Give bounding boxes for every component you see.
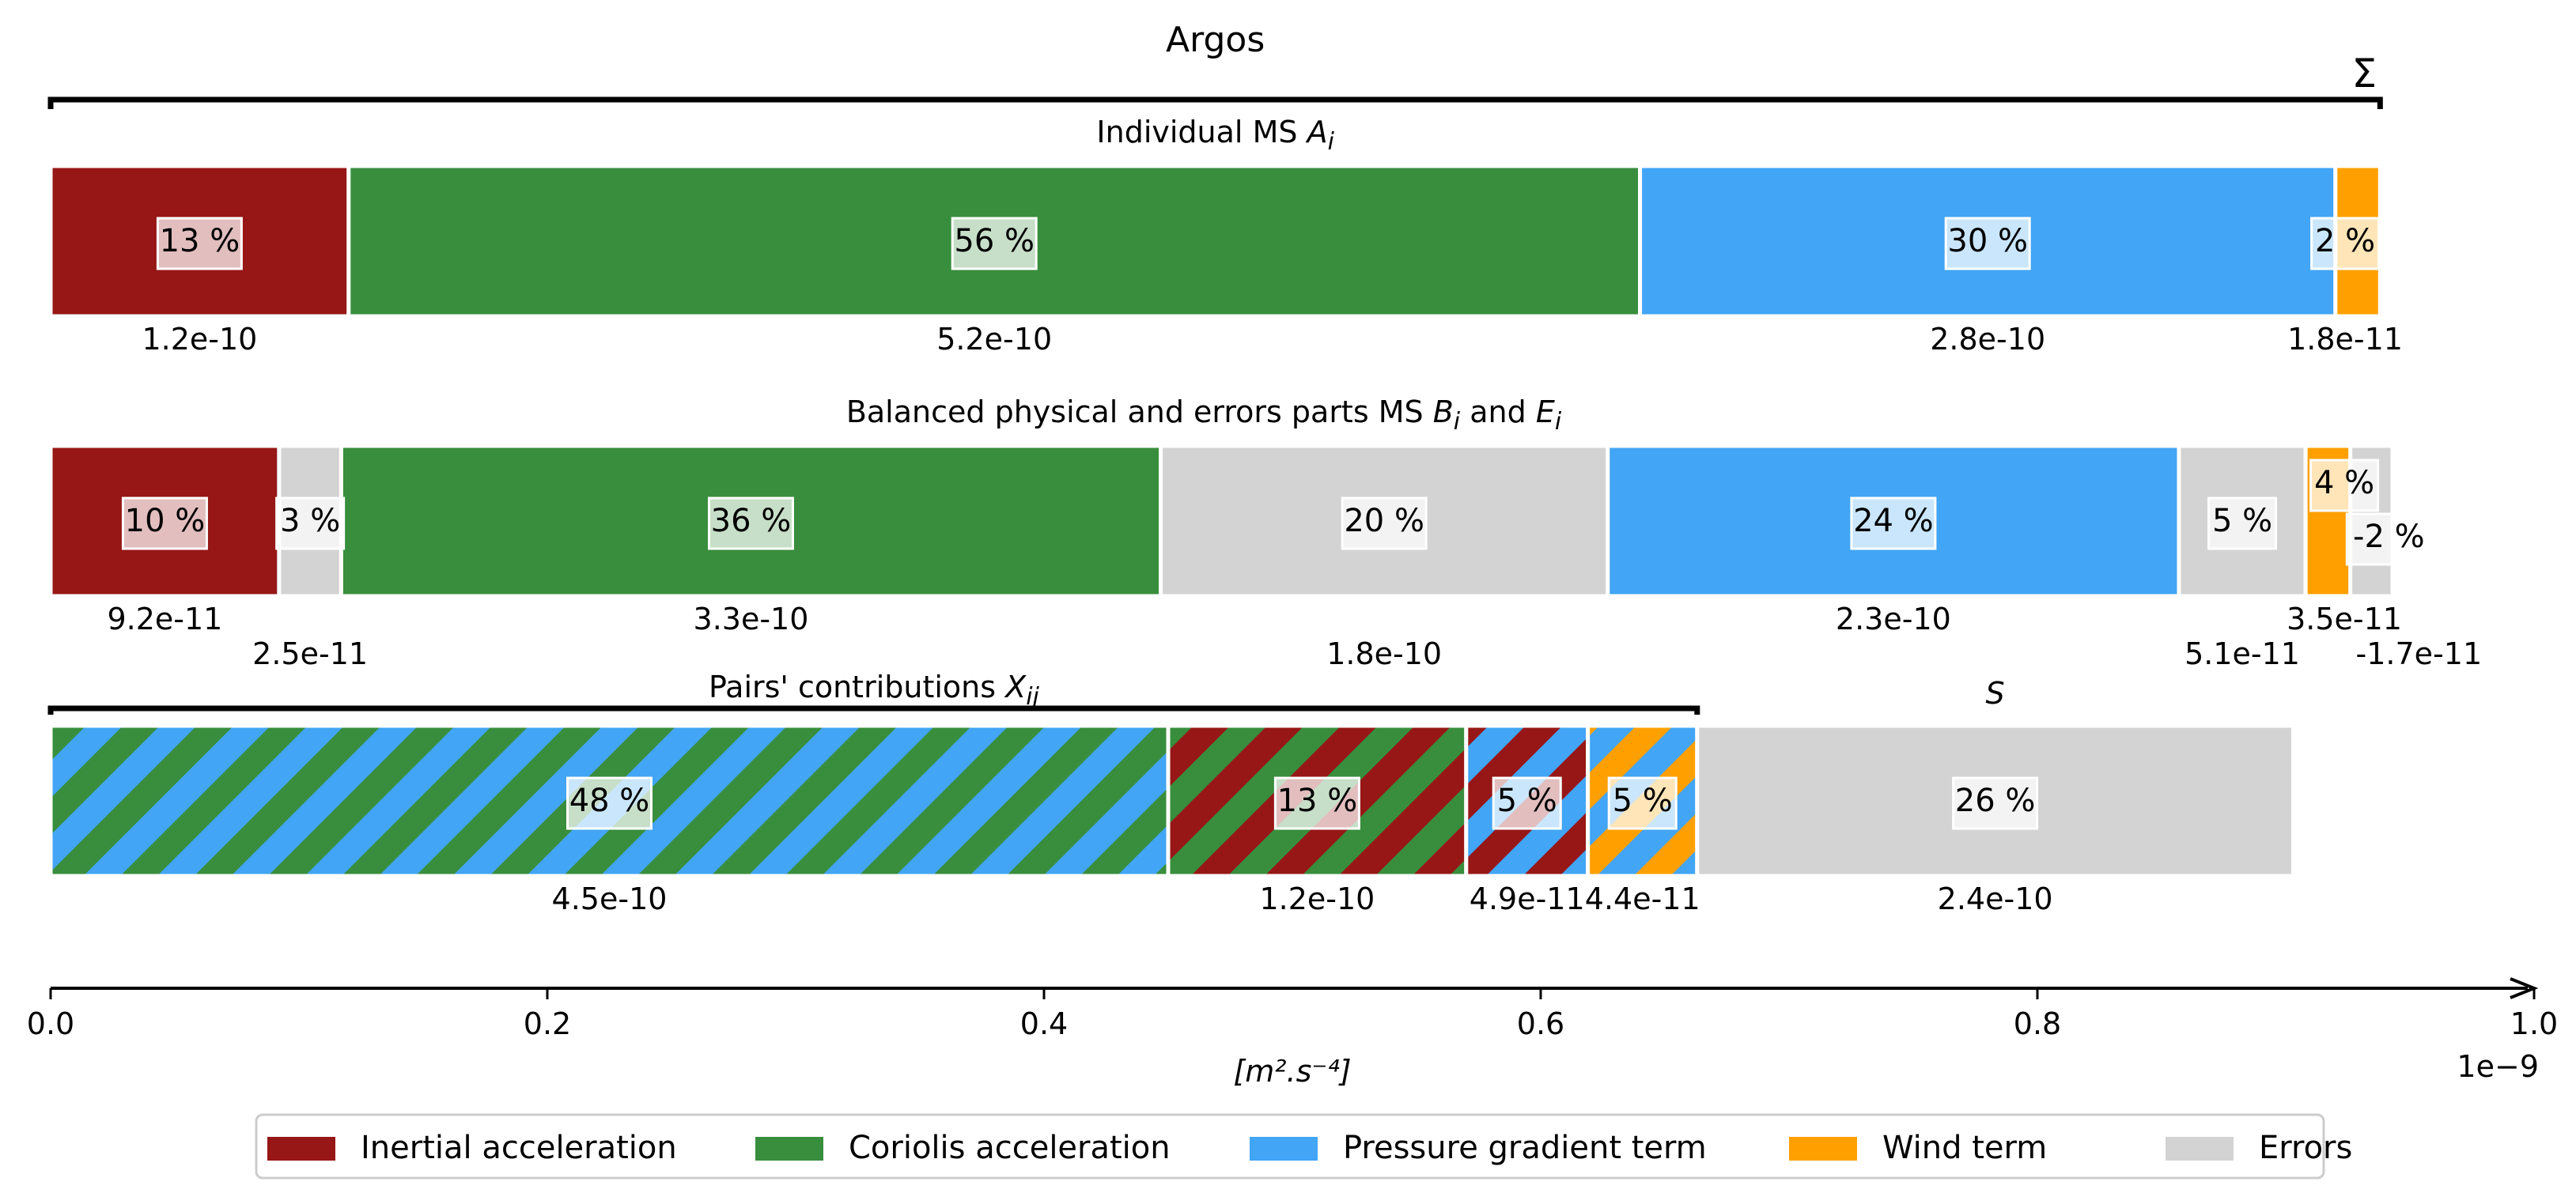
percent-box [1944,217,2031,270]
percent-label: 3 % [280,503,340,539]
x-axis: 0.0 0.2 0.4 0.6 0.8 1.0 1e−9 [m².s⁻⁴] [27,977,2558,1089]
bars-layer [48,164,2395,878]
legend-swatch-pressure [1250,1137,1318,1161]
percent-box [566,776,653,830]
percent-label: 24 % [1853,503,1934,539]
value-label: 1.8e-10 [1326,636,1442,671]
legend-swatch-inertial [267,1137,335,1161]
bracket-pairs [47,705,1700,715]
percent-label: 13 % [1277,783,1358,819]
row-title-1: Balanced physical and errors parts MS Bi… [846,395,1562,436]
percent-label: 4 % [2314,465,2374,501]
percent-box [275,496,346,550]
percent-box [1850,496,1937,550]
x-tick-label: 1.0 [2510,1006,2558,1041]
bar-segment [2177,444,2308,598]
percent-box [1952,776,2039,830]
percent-label: 10 % [125,503,206,539]
row-title-2: Pairs' contributions Xij [709,670,1040,711]
percent-box [121,496,208,550]
x-tick-label: 0.2 [524,1006,571,1041]
sigma-label: Σ [2352,51,2377,96]
percent-box [156,217,243,270]
percent-label: 20 % [1344,503,1424,539]
chart-title: Argos [1166,20,1265,60]
legend-label-pressure: Pressure gradient term [1343,1130,1707,1166]
x-axis-label: [m².s⁻⁴] [1233,1054,1351,1089]
legend-swatch-coriolis [755,1137,823,1161]
x-tick-label: 0.4 [1020,1006,1068,1041]
percent-label: 5 % [1613,783,1673,819]
value-label: 5.1e-11 [2184,636,2300,671]
value-label: 4.4e-11 [1585,882,1700,916]
legend-swatch-wind [1789,1137,1857,1161]
legend-label-wind: Wind term [1882,1130,2047,1166]
percent-box [707,496,794,550]
percent-label: 26 % [1955,783,2036,819]
value-label: 2.4e-10 [1938,882,2053,916]
percent-box [1341,496,1428,550]
brackets-layer [47,96,2383,715]
legend-label-inertial: Inertial acceleration [361,1130,677,1166]
value-label: 4.9e-11 [1470,882,1585,916]
percent-label: 5 % [1497,783,1557,819]
percent-label: 30 % [1947,223,2028,259]
x-tick-label: 0.0 [27,1006,74,1041]
value-label: -1.7e-11 [2356,636,2483,671]
percent-label: 48 % [569,783,650,819]
percent-label: -2 % [2353,519,2425,555]
value-label: 3.3e-10 [694,602,809,636]
value-label: 1.2e-10 [142,322,257,357]
errors-sum-title: S [1986,676,2005,711]
percent-box [2309,459,2380,512]
percent-box [2310,217,2381,270]
percent-label: 5 % [2212,503,2272,539]
legend-label-errors: Errors [2259,1130,2352,1166]
percent-label: 36 % [711,503,792,539]
value-label: 9.2e-11 [107,602,222,636]
value-label: 5.2e-10 [936,322,1052,357]
legend-swatch-errors [2166,1137,2234,1161]
legend-label-coriolis: Coriolis acceleration [849,1130,1171,1166]
value-label: 3.5e-11 [2287,602,2402,636]
x-tick-label: 0.8 [2014,1006,2061,1041]
percent-label: 2 % [2315,223,2375,259]
value-label: 4.5e-10 [552,882,668,916]
percent-box [951,217,1038,270]
x-tick-label: 0.6 [1517,1006,1564,1041]
value-label: 2.5e-11 [252,636,368,671]
percent-label: 56 % [954,223,1035,259]
percent-box [2207,496,2278,550]
value-label: 1.2e-10 [1259,882,1375,916]
bracket-total [47,96,2383,109]
x-offset-label: 1e−9 [2457,1049,2539,1084]
percent-box [1607,776,1678,830]
legend: Inertial acceleration Coriolis accelerati… [255,1113,2352,1180]
percent-box [2345,512,2432,566]
percent-box [1492,776,1562,830]
value-label: 2.3e-10 [1836,602,1951,636]
row-title-0: Individual MS Ai [1096,115,1334,156]
text-layer: Argos Σ Individual MS Ai 13 % 1.2e-10 56 % 5.2… [107,20,2482,916]
percent-label: 13 % [160,223,240,259]
value-label: 2.8e-10 [1930,322,2045,357]
value-label: 1.8e-11 [2287,322,2403,357]
percent-box [1273,776,1360,830]
